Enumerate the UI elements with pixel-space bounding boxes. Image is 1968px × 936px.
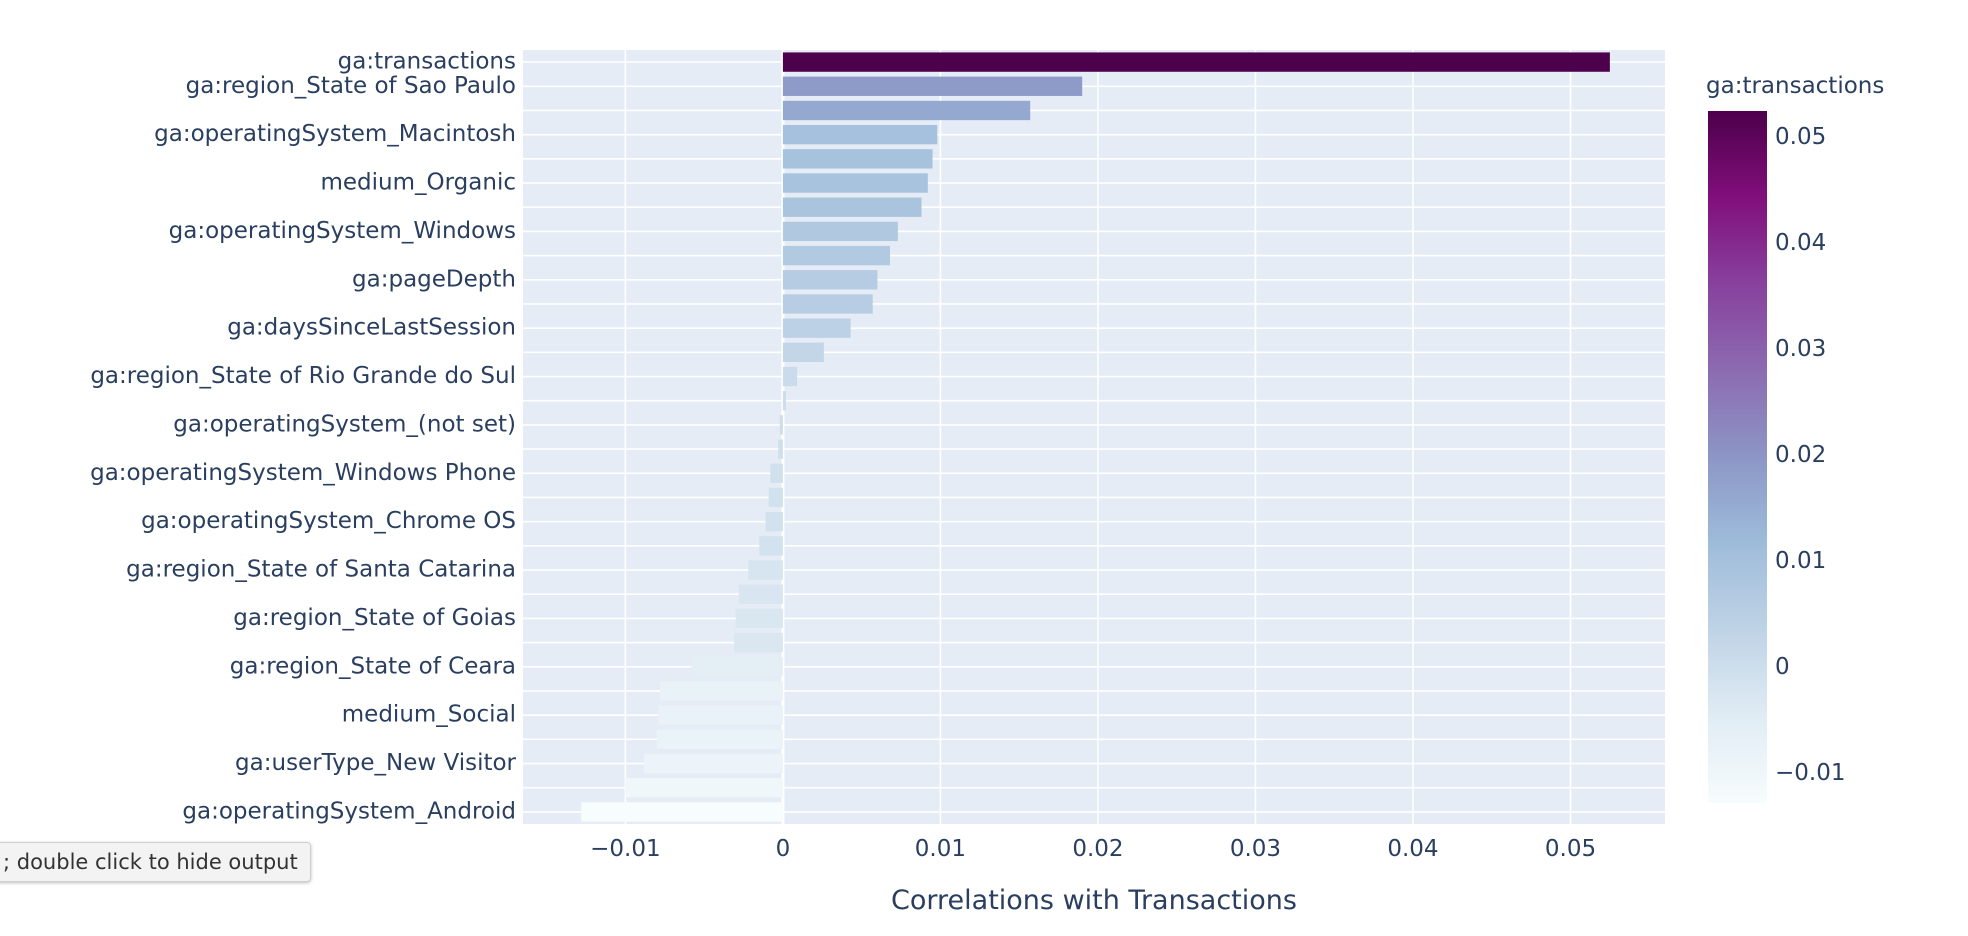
y-tick-label: ga:userType_New Visitor bbox=[235, 750, 516, 776]
x-tick-label: 0.05 bbox=[1545, 836, 1596, 862]
x-tick-label: 0.01 bbox=[915, 836, 966, 862]
bar[interactable] bbox=[782, 294, 873, 314]
y-tick-label: ga:transactions bbox=[338, 49, 516, 75]
colorbar bbox=[1708, 111, 1767, 803]
bar[interactable] bbox=[770, 463, 783, 483]
bar[interactable] bbox=[658, 705, 783, 725]
x-tick-label: 0.03 bbox=[1230, 836, 1281, 862]
bar[interactable] bbox=[765, 511, 783, 532]
colorbar-title: ga:transactions bbox=[1706, 73, 1884, 99]
y-tick-label: ga:region_State of Santa Catarina bbox=[126, 557, 516, 583]
y-tick-label: ga:operatingSystem_Android bbox=[182, 798, 516, 824]
y-tick-label: medium_Organic bbox=[321, 170, 517, 196]
x-tick-label: −0.01 bbox=[590, 836, 660, 862]
bar[interactable] bbox=[782, 197, 922, 217]
colorbar-tick-label: −0.01 bbox=[1775, 760, 1845, 786]
bar[interactable] bbox=[782, 391, 787, 411]
colorbar-tick-label: 0 bbox=[1775, 654, 1790, 680]
bar[interactable] bbox=[779, 415, 783, 435]
bar[interactable] bbox=[782, 245, 891, 266]
bar[interactable] bbox=[656, 729, 783, 750]
x-tick-label: 0.04 bbox=[1387, 836, 1438, 862]
bar[interactable] bbox=[644, 753, 783, 774]
x-tick-label: 0 bbox=[776, 836, 791, 862]
bar[interactable] bbox=[581, 802, 783, 822]
bar[interactable] bbox=[782, 149, 933, 169]
bars bbox=[581, 52, 1610, 822]
y-tick-label: ga:operatingSystem_Macintosh bbox=[154, 121, 516, 147]
bar[interactable] bbox=[735, 608, 783, 629]
bar[interactable] bbox=[782, 318, 851, 338]
colorbar-tick-label: 0.03 bbox=[1775, 336, 1826, 362]
colorbar-tick-label: 0.04 bbox=[1775, 230, 1826, 256]
colorbar-tick-label: 0.05 bbox=[1775, 124, 1826, 150]
bar[interactable] bbox=[782, 76, 1083, 96]
bar[interactable] bbox=[782, 52, 1610, 72]
bar[interactable] bbox=[768, 487, 783, 508]
y-tick-label: ga:operatingSystem_Windows Phone bbox=[90, 460, 516, 486]
y-tick-label: ga:daysSinceLastSession bbox=[227, 315, 516, 341]
bar[interactable] bbox=[625, 778, 783, 798]
bar[interactable] bbox=[782, 100, 1031, 121]
x-axis-tick-labels: −0.01 0 0.01 0.02 0.03 0.04 0.05 bbox=[590, 836, 1596, 862]
x-gridlines bbox=[523, 50, 1665, 824]
bar[interactable] bbox=[691, 657, 783, 677]
y-tick-label: medium_Social bbox=[342, 702, 516, 728]
bar[interactable] bbox=[782, 270, 878, 290]
y-tick-label: ga:region_State of Rio Grande do Sul bbox=[90, 363, 516, 389]
y-tick-label: ga:region_State of Sao Paulo bbox=[186, 73, 516, 99]
bar[interactable] bbox=[660, 681, 783, 701]
y-tick-label: ga:operatingSystem_Windows bbox=[169, 218, 516, 244]
y-tick-label: ga:operatingSystem_Chrome OS bbox=[141, 508, 516, 534]
bar[interactable] bbox=[782, 221, 898, 242]
colorbar-tick-labels: 0.05 0.04 0.03 0.02 0.01 0 −0.01 bbox=[1775, 124, 1845, 786]
colorbar-tick-label: 0.02 bbox=[1775, 442, 1826, 468]
bar[interactable] bbox=[738, 584, 783, 604]
output-toggle-tooltip[interactable]: ; double click to hide output bbox=[0, 842, 311, 882]
bar[interactable] bbox=[782, 173, 928, 193]
x-tick-label: 0.02 bbox=[1072, 836, 1123, 862]
x-axis-title: Correlations with Transactions bbox=[891, 885, 1297, 916]
bar[interactable] bbox=[782, 342, 824, 363]
y-tick-label: ga:region_State of Ceara bbox=[230, 653, 516, 679]
bar[interactable] bbox=[782, 366, 798, 387]
bar[interactable] bbox=[759, 536, 783, 556]
bar[interactable] bbox=[778, 439, 783, 459]
y-tick-label: ga:operatingSystem_(not set) bbox=[173, 411, 516, 437]
bar[interactable] bbox=[734, 632, 783, 653]
bar[interactable] bbox=[782, 124, 938, 145]
bar[interactable] bbox=[748, 560, 783, 580]
y-tick-label: ga:region_State of Goias bbox=[233, 605, 516, 631]
y-tick-label: ga:pageDepth bbox=[352, 266, 516, 292]
colorbar-tick-label: 0.01 bbox=[1775, 548, 1826, 574]
